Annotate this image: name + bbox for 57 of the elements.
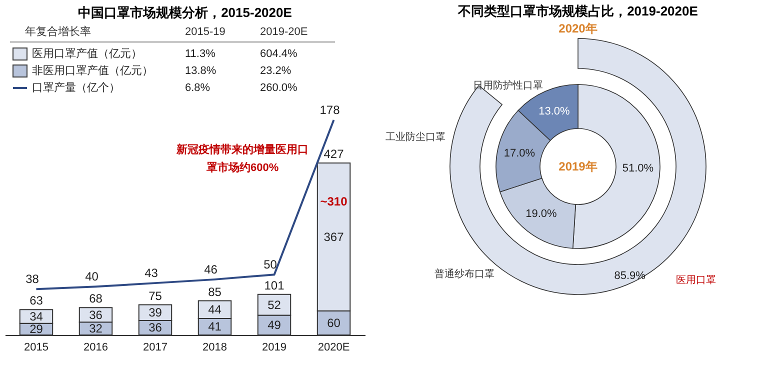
- data-label: 50: [264, 258, 278, 272]
- data-label: 36: [89, 308, 103, 322]
- data-label: 44: [208, 302, 222, 317]
- slice-label: 2020年: [558, 22, 598, 36]
- data-label: 17.0%: [504, 147, 536, 160]
- data-label: 60: [327, 316, 341, 330]
- data-label: 19.0%: [526, 208, 558, 220]
- data-label: 32: [89, 322, 103, 336]
- data-label: 43: [144, 266, 158, 280]
- x-tick-label: 2017: [143, 342, 168, 354]
- text: 2019-20E: [260, 26, 308, 38]
- total-label: 75: [148, 288, 162, 303]
- legend-label: 医用口罩产值（亿元）: [32, 47, 142, 60]
- legend-label: 非医用口罩产值（亿元）: [32, 64, 153, 77]
- data-label: 367: [324, 230, 344, 244]
- slice-label: 工业防尘口罩: [385, 130, 446, 143]
- chart-title: 不同类型口罩市场规模占比，2019-2020E: [457, 4, 698, 18]
- text: 604.4%: [260, 48, 298, 60]
- slice-label: 医用口罩: [676, 274, 716, 286]
- text: 2015-19: [185, 26, 226, 38]
- text: 11.3%: [185, 48, 216, 60]
- data-label: 39: [148, 306, 162, 320]
- x-tick-label: 2015: [24, 342, 48, 354]
- data-label: 41: [208, 320, 222, 334]
- x-tick-label: 2018: [202, 342, 227, 354]
- text: 13.8%: [185, 65, 216, 77]
- data-label: 13.0%: [538, 105, 570, 118]
- data-label: 34: [30, 309, 44, 324]
- text: 260.0%: [260, 82, 298, 94]
- slice-label: 2019年: [558, 160, 598, 174]
- x-tick-label: 2016: [84, 342, 108, 354]
- total-label: 101: [264, 278, 285, 292]
- chart-title: 中国口罩市场规模分析，2015-2020E: [78, 5, 292, 20]
- x-tick-label: 2019: [262, 342, 286, 354]
- total-label: 427: [324, 147, 344, 161]
- data-label: 52: [268, 298, 282, 312]
- x-tick-label: 2020E: [318, 342, 350, 354]
- text: 23.2%: [260, 65, 292, 77]
- data-label: 178: [320, 103, 340, 117]
- total-label: 85: [208, 284, 222, 299]
- data-label: 29: [30, 322, 44, 336]
- annotation: ~310: [320, 194, 348, 209]
- data-label: 46: [204, 262, 218, 276]
- annotation: 罩市场约600%: [206, 161, 279, 174]
- text: 年复合增长率: [25, 25, 91, 38]
- total-label: 63: [30, 294, 44, 308]
- text: 6.8%: [185, 82, 210, 94]
- legend-label: 口罩产量（亿个）: [32, 81, 120, 94]
- text: 新冠疫情带来的增量医用口: [176, 143, 309, 156]
- data-label: 38: [26, 272, 40, 286]
- data-label: 40: [85, 270, 99, 284]
- data-label: 49: [268, 318, 282, 332]
- data-label: 51.0%: [622, 162, 654, 174]
- data-label: 36: [148, 320, 162, 335]
- slice-label: 普通纱布口罩: [434, 268, 495, 280]
- total-label: 68: [89, 292, 103, 306]
- data-label: 85.9%: [614, 270, 646, 282]
